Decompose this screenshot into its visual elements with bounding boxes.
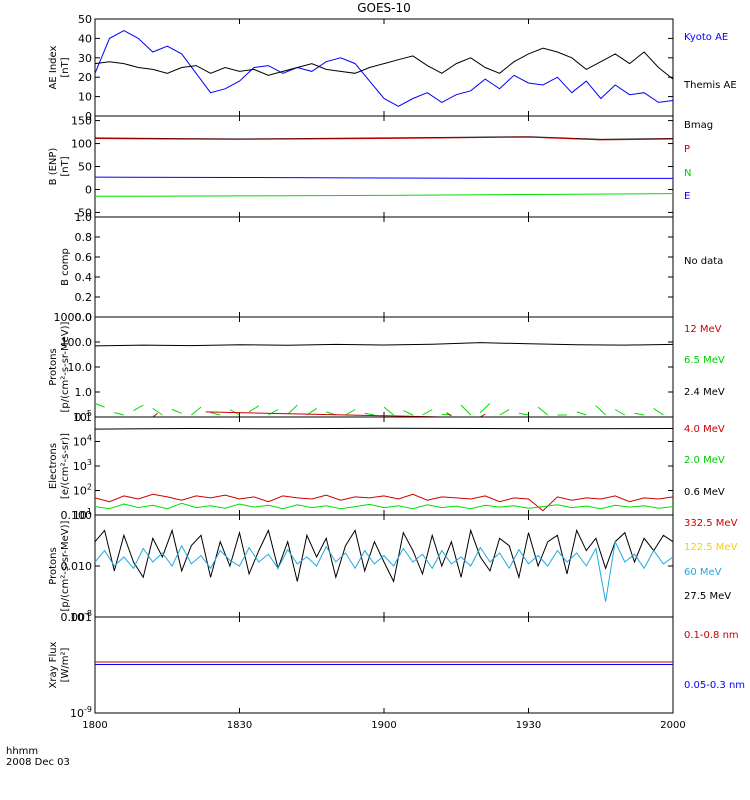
legend-entry: 2.0 MeV bbox=[684, 455, 725, 466]
panel-electrons: 101 102 103 104 105 Electrons [e/(cm²-s-sr)] 4.… bbox=[48, 409, 725, 522]
series-line bbox=[94, 342, 674, 347]
series-line bbox=[94, 493, 674, 512]
panel-hiprotons: 0.001 0.010 0.100 Protons [p/(cm²-s-sr-MeV)]… bbox=[48, 509, 738, 624]
y-axis-label: B (ENP) bbox=[48, 148, 59, 186]
legend-entry: 27.5 MeV bbox=[684, 591, 731, 602]
legend-entry: 12 MeV bbox=[684, 324, 722, 335]
y-tick-label: 105 bbox=[73, 409, 92, 424]
y-tick-label: 150 bbox=[71, 115, 92, 128]
y-axis-label: B comp bbox=[60, 248, 71, 286]
series-line bbox=[94, 540, 674, 602]
y-tick-label: 50 bbox=[78, 161, 92, 174]
legend-entry: 2.4 MeV bbox=[684, 387, 725, 398]
y-tick-label: 0.100 bbox=[61, 509, 93, 522]
time-tick-label: 1830 bbox=[227, 720, 252, 731]
y-axis-label: [p/(cm²-s-sr-MeV)] bbox=[60, 520, 71, 611]
legend-entry: No data bbox=[684, 256, 723, 267]
y-tick-label: 0.6 bbox=[75, 251, 93, 264]
legend-entry: 332.5 MeV bbox=[684, 518, 738, 529]
y-tick-label: 10 bbox=[78, 91, 92, 104]
legend-entry: Themis AE bbox=[683, 80, 737, 91]
time-tick-label: 1800 bbox=[82, 720, 107, 731]
panel-frame bbox=[94, 115, 674, 218]
y-tick-label: 0.0 bbox=[75, 311, 93, 324]
legend-entry: Kyoto AE bbox=[684, 32, 728, 43]
legend-entry: 0.6 MeV bbox=[684, 487, 725, 498]
y-tick-label: 10.0 bbox=[68, 361, 93, 374]
y-tick-label: 0.001 bbox=[61, 611, 93, 624]
legend-entry: P bbox=[684, 144, 690, 155]
y-tick-label: 104 bbox=[73, 434, 92, 449]
y-axis-label: Protons bbox=[48, 348, 59, 385]
legend-entry: Bmag bbox=[684, 120, 713, 131]
y-axis-label: [nT] bbox=[60, 156, 71, 176]
time-axis-label: hhmm bbox=[6, 746, 38, 757]
series-line bbox=[94, 427, 674, 430]
legend-entry: 0.1-0.8 nm bbox=[684, 630, 739, 641]
y-axis-label: [W/m²] bbox=[60, 647, 71, 682]
y-tick-label: 1000.0 bbox=[54, 311, 93, 324]
series-line bbox=[94, 136, 674, 141]
y-tick-label: 20 bbox=[78, 71, 92, 84]
panel-ae: 0 10 20 30 40 50 AE Index [nT] Kyoto AE Themis AE bbox=[48, 13, 737, 123]
panel-frame bbox=[94, 316, 674, 418]
panel-xray: 10-9 10-8 Xray Flux [W/m²] 0.1-0.8 nm 0.05-0.… bbox=[48, 609, 745, 720]
legend-entry: N bbox=[684, 168, 691, 179]
time-tick-label: 1900 bbox=[371, 720, 396, 731]
y-tick-label: 0 bbox=[85, 110, 92, 123]
y-axis-label: Xray Flux bbox=[48, 641, 59, 688]
y-tick-label: 100.0 bbox=[61, 336, 93, 349]
legend-entry: 0.05-0.3 nm bbox=[684, 680, 745, 691]
y-tick-label: 0.1 bbox=[75, 411, 93, 424]
panel-bcomp: 0.0 0.2 0.4 0.6 0.8 1.0 B comp No data bbox=[60, 211, 723, 324]
legend-entry: E bbox=[684, 191, 690, 202]
y-axis-label: AE Index bbox=[48, 45, 59, 89]
y-tick-label: 40 bbox=[78, 32, 92, 45]
series-line bbox=[94, 193, 674, 197]
date-label: 2008 Dec 03 bbox=[6, 757, 70, 768]
series-line bbox=[94, 47, 674, 80]
legend-entry: 6.5 MeV bbox=[684, 355, 725, 366]
y-tick-label: 0.8 bbox=[75, 231, 93, 244]
time-tick-labels: 1800 1830 1900 1930 2000 bbox=[82, 720, 685, 731]
y-axis-label: Electrons bbox=[48, 443, 59, 489]
y-tick-label: 103 bbox=[73, 458, 92, 473]
time-tick-label: 2000 bbox=[660, 720, 685, 731]
legend-entry: 4.0 MeV bbox=[684, 424, 725, 435]
y-tick-label: 10-9 bbox=[70, 705, 92, 720]
legend-entry: 122.5 MeV bbox=[684, 542, 738, 553]
series-line bbox=[152, 411, 486, 418]
y-tick-label: 0 bbox=[85, 183, 92, 196]
y-tick-label: 30 bbox=[78, 52, 92, 65]
y-axis-label: Protons bbox=[48, 547, 59, 584]
panel-protons: 0.1 1.0 10.0 100.0 1000.0 Protons [p/(cm²-s-sr… bbox=[48, 311, 725, 424]
series-line bbox=[94, 402, 664, 416]
y-tick-label: 102 bbox=[73, 483, 92, 498]
series-line bbox=[94, 176, 673, 179]
panel-frame bbox=[94, 216, 674, 318]
series-line bbox=[94, 30, 674, 107]
legend-entry: 60 MeV bbox=[684, 567, 722, 578]
series-line bbox=[94, 502, 674, 510]
chart-title: GOES-10 bbox=[357, 1, 411, 15]
y-axis-label: [e/(cm²-s-sr)] bbox=[60, 433, 71, 499]
y-tick-label: 0.2 bbox=[75, 291, 93, 304]
y-tick-label: 1.0 bbox=[75, 386, 93, 399]
y-tick-label: 1.0 bbox=[75, 211, 93, 224]
y-tick-label: 0.010 bbox=[61, 560, 93, 573]
series-line bbox=[94, 528, 674, 583]
y-tick-label: 10-8 bbox=[70, 609, 92, 624]
panel-b: -50 0 50 100 150 B (ENP) [nT] Bmag P N E bbox=[48, 115, 713, 220]
time-tick-label: 1930 bbox=[516, 720, 541, 731]
y-axis-label: [nT] bbox=[60, 57, 71, 77]
y-tick-label: 101 bbox=[73, 507, 92, 522]
y-tick-label: -50 bbox=[74, 206, 92, 219]
y-tick-label: 0.4 bbox=[75, 271, 93, 284]
y-tick-label: 50 bbox=[78, 13, 92, 26]
y-tick-label: 100 bbox=[71, 138, 92, 151]
y-axis-label: [p/(cm²-s-sr-MeV)] bbox=[60, 321, 71, 412]
